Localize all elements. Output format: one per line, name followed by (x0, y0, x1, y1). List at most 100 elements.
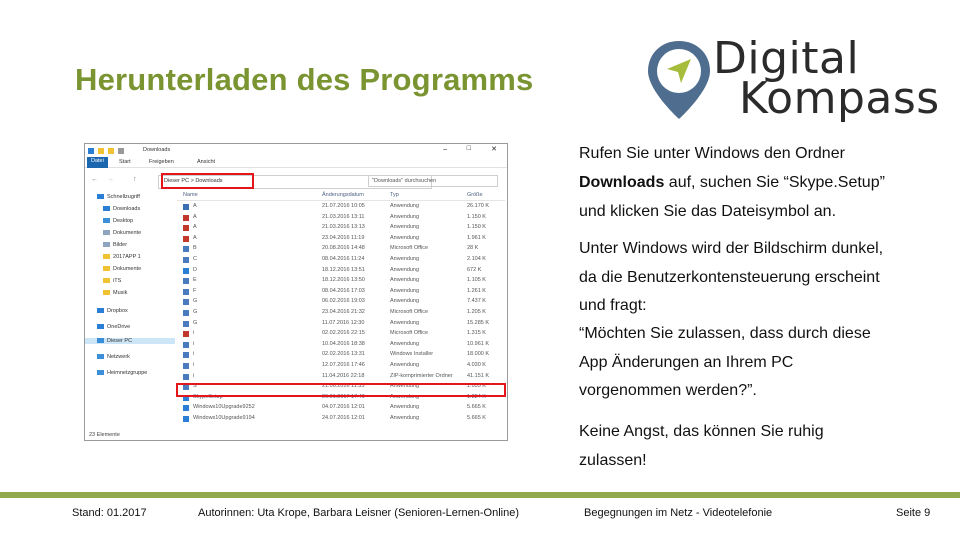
tab-datei[interactable]: Datei (87, 157, 108, 168)
minimize-icon[interactable]: – (443, 146, 447, 153)
sidebar-item-label: Dokumente (113, 266, 142, 272)
file-size: 1.315 K (467, 330, 486, 337)
file-type: Anwendung (390, 213, 420, 220)
address-bar[interactable]: Dieser PC > Downloads (158, 175, 432, 189)
table-row[interactable]: Windows10Upgrade9252 04.07.2016 12:01 Anwe… (177, 403, 497, 413)
table-row[interactable]: A 23.04.2016 11:19 Anwendung 1.961 K (177, 234, 497, 244)
computer-icon (97, 338, 104, 344)
table-row[interactable]: B 20.08.2016 14:48 Microsoft Office 28 K (177, 244, 497, 254)
sidebar-item-its[interactable]: iTS (103, 278, 121, 284)
sidebar-item-desktop[interactable]: Desktop (103, 218, 133, 224)
file-icon (183, 225, 189, 232)
sidebar-item-dropbox[interactable]: Dropbox (97, 308, 128, 314)
file-name: Windows10Upgrade9194 (193, 415, 255, 421)
table-row[interactable]: A 21.07.2016 10:05 Anwendung 26.170 K (177, 202, 497, 212)
file-icon (183, 310, 189, 316)
table-row[interactable]: i 12.07.2016 17:46 Anwendung 4.030 K (177, 361, 497, 371)
file-size: 15.285 K (467, 319, 490, 326)
file-size: 28 K (467, 245, 479, 252)
sidebar-item-schnellzugriff[interactable]: Schnellzugriff (97, 194, 140, 200)
digital-kompass-logo: Digital Kompass (645, 35, 939, 125)
reassure-line-1: Keine Angst, das können Sie ruhig (579, 423, 824, 440)
column-header-size[interactable]: Größe (467, 192, 483, 198)
table-row[interactable]: i 10.04.2016 18:38 Anwendung 10.961 K (177, 340, 497, 350)
table-row[interactable]: E 18.12.2016 13:50 Anwendung 1.105 K (177, 276, 497, 286)
slide-title: Herunterladen des Programms (75, 62, 534, 97)
highlight-skypesetup-box (176, 383, 506, 397)
footer-stand: Stand: 01.2017 (72, 507, 147, 519)
table-row[interactable]: A 21.03.2016 13:11 Anwendung 1.150 K (177, 213, 497, 223)
table-row[interactable]: F 08.04.2016 17:03 Anwendung 1.261 K (177, 287, 497, 297)
tab-start[interactable]: Start (119, 159, 131, 165)
column-header-name[interactable]: Name (183, 192, 198, 198)
file-type: Anwendung (390, 234, 420, 241)
table-row[interactable]: i 02.02.2016 13:31 Windows Installer 18.000… (177, 350, 497, 360)
reassure-line-2: zulassen! (579, 452, 647, 469)
close-icon[interactable]: ✕ (491, 146, 497, 153)
uac-line-5: App Änderungen an Ihrem PC (579, 354, 794, 371)
file-icon (183, 352, 189, 359)
table-row[interactable]: G 11.07.2016 12:30 Anwendung 15.285 K (177, 319, 497, 329)
file-type: Microsoft Office (390, 245, 429, 252)
file-type: Anwendung (390, 404, 420, 411)
file-name: A (193, 213, 197, 220)
sidebar-item-dieser-pc[interactable]: Dieser PC (85, 338, 175, 344)
tab-freigeben[interactable]: Freigeben (149, 159, 174, 165)
table-row[interactable]: D 18.12.2016 13:51 Anwendung 672 K (177, 266, 497, 276)
instruction-line-2: Downloads auf, suchen Sie “Skype.Setup” (579, 169, 885, 197)
sidebar-item-heimnetzgruppe[interactable]: Heimnetzgruppe (97, 370, 147, 376)
file-name: i (193, 330, 195, 337)
folder-icon (103, 290, 110, 296)
highlight-address-box (161, 173, 254, 189)
address-path: Dieser PC > Downloads (164, 178, 223, 184)
table-row[interactable]: G 23.04.2016 21:32 Microsoft Office 1.205 K (177, 308, 497, 318)
up-arrow-icon[interactable]: ↑ (133, 176, 137, 183)
file-date: 04.07.2016 12:01 (322, 404, 365, 411)
file-icon (183, 341, 189, 348)
navigation-pane: Schnellzugriff Downloads Desktop Dokumen… (85, 190, 175, 426)
file-name: G (193, 319, 198, 326)
file-name: Windows10Upgrade9252 (193, 404, 255, 411)
file-date: 08.04.2016 17:03 (322, 287, 365, 294)
file-size: 1.261 K (467, 287, 486, 294)
file-icon (183, 214, 189, 221)
table-row[interactable]: i 11.04.2016 22:18 ZIP-komprimierter Ordne… (177, 372, 497, 382)
maximize-icon[interactable]: □ (466, 145, 471, 152)
file-icon (183, 331, 189, 338)
file-size: 1.961 K (467, 234, 486, 241)
file-size: 26.170 K (467, 203, 490, 209)
table-row[interactable]: C 08.04.2016 11:24 Anwendung 2.104 K (177, 255, 497, 265)
sidebar-item-netzwerk[interactable]: Netzwerk (97, 354, 130, 360)
back-arrow-icon[interactable]: ← (91, 176, 98, 183)
column-header-type[interactable]: Typ (390, 192, 399, 198)
file-type: Anwendung (390, 362, 420, 368)
file-icon (183, 416, 189, 422)
table-row[interactable]: A 21.03.2016 13:13 Anwendung 1.150 K (177, 223, 497, 233)
sidebar-item-musik[interactable]: Musik (103, 290, 127, 296)
table-row[interactable]: G 06.02.2016 19:03 Anwendung 7.437 K (177, 297, 497, 307)
search-input[interactable]: "Downloads" durchsuchen (368, 175, 498, 187)
file-date: 20.08.2016 14:48 (322, 245, 365, 252)
sidebar-item-dokumente2[interactable]: Dokumente (103, 266, 141, 272)
file-icon (183, 204, 189, 210)
file-type: Anwendung (390, 224, 420, 231)
sidebar-item-label: Netzwerk (107, 354, 130, 360)
sidebar-item-label: Bilder (113, 242, 128, 248)
sidebar-item-downloads[interactable]: Downloads (103, 206, 140, 212)
tab-ansicht[interactable]: Ansicht (197, 159, 216, 165)
sidebar-item-2017app[interactable]: 2017APP 1 (103, 254, 141, 260)
table-row[interactable]: Windows10Upgrade9194 24.07.2016 12:01 Anwe… (177, 414, 497, 424)
footer-divider (0, 492, 960, 498)
sidebar-item-dokumente[interactable]: Dokumente (103, 230, 141, 236)
file-name: S (193, 383, 197, 390)
file-size: 10.961 K (467, 340, 490, 347)
sidebar-item-onedrive[interactable]: OneDrive (97, 324, 130, 330)
table-row[interactable]: S 21.06.2016 11:35 Anwendung 1.055 K (177, 382, 497, 392)
file-type: Anwendung (390, 266, 420, 273)
sidebar-item-bilder[interactable]: Bilder (103, 242, 127, 248)
dropbox-icon (97, 308, 104, 314)
table-row[interactable]: i 02.02.2016 22:15 Microsoft Office 1.315 K (177, 329, 497, 339)
column-header-date[interactable]: Änderungsdatum (322, 192, 364, 198)
forward-arrow-icon[interactable]: → (107, 176, 114, 183)
file-icon (183, 405, 189, 412)
